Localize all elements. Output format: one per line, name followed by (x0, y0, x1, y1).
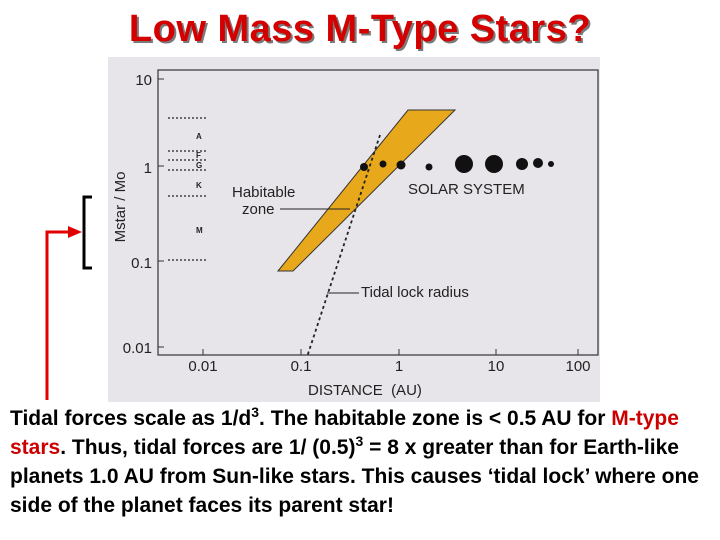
caption-superscript: 3 (355, 433, 364, 449)
spectral-type-label: F (196, 151, 201, 160)
caption-superscript: 3 (251, 404, 260, 420)
y-tick-label: 10 (135, 72, 152, 89)
spectral-type-label: K (196, 181, 202, 190)
caption-part: Tidal forces scale as 1/d (10, 407, 252, 430)
figure-background (108, 57, 600, 402)
slide-title: Low Mass M-Type Stars? (128, 8, 592, 50)
tidal-lock-label: Tidal lock radius (361, 284, 469, 301)
y-axis-title: Mstar / Mo (112, 172, 129, 243)
habitable-zone-label: Habitable (232, 184, 295, 201)
caption-part: . Thus, tidal forces are 1/ (0.5) (60, 436, 356, 459)
tidal-lock-line (306, 134, 381, 358)
caption-part: = 8 x greater than for Earth-like planet… (10, 436, 699, 517)
m-star-bracket (82, 195, 92, 270)
x-tick-label: 100 (565, 358, 590, 375)
caption-highlight: M-type stars (10, 407, 679, 459)
caption-text: Tidal forces scale as 1/d3. The habitabl… (10, 404, 714, 520)
solar-system-label: SOLAR SYSTEM (408, 181, 525, 198)
habitable-zone-label: zone (242, 201, 275, 218)
x-tick-label: 0.1 (291, 358, 312, 375)
spectral-type-label: G (196, 161, 202, 170)
solar-system-planets (360, 155, 554, 173)
x-axis-title: DISTANCE (AU) (308, 382, 422, 399)
spectral-type-label: M (196, 226, 203, 235)
y-tick-label: 0.01 (123, 340, 152, 357)
habitable-zone-figure: 10 1 0.1 0.01 0.01 0.1 1 10 100 DISTANCE… (108, 57, 600, 402)
spectral-type-label: A (196, 132, 202, 141)
x-tick-label: 0.01 (188, 358, 217, 375)
caption-part: . The habitable zone is < 0.5 AU for (259, 407, 612, 430)
y-tick-label: 0.1 (131, 255, 152, 272)
x-tick-label: 1 (395, 358, 403, 375)
plot-frame (157, 69, 599, 356)
y-tick-label: 1 (144, 160, 152, 177)
x-tick-label: 10 (488, 358, 505, 375)
